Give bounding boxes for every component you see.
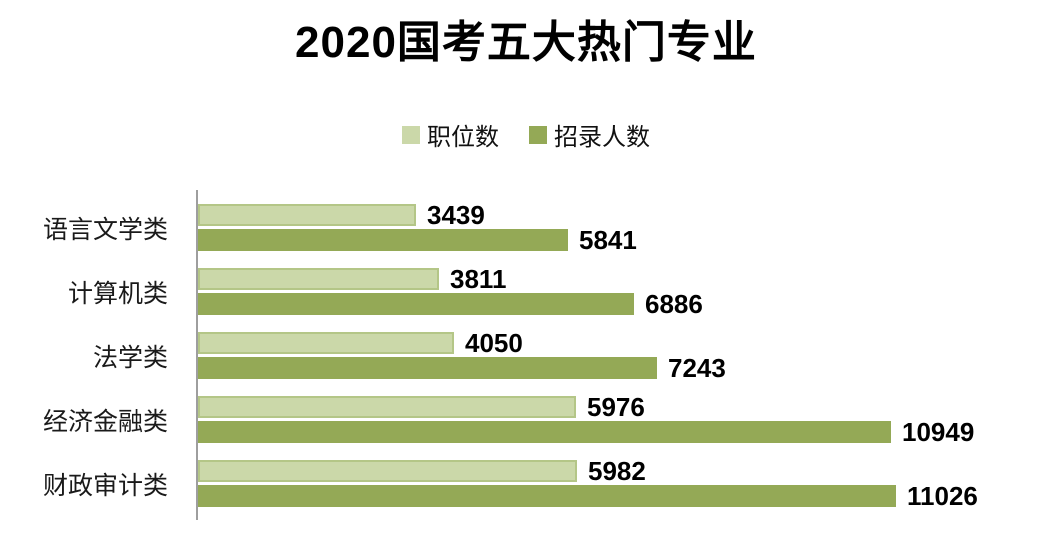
category-row: 经济金融类 5976 10949 — [43, 392, 1052, 448]
bar-line: 6886 — [198, 289, 1052, 320]
legend-label-positions: 职位数 — [427, 124, 499, 152]
bar-value-label: 3811 — [450, 264, 507, 295]
bar-value-label: 7243 — [668, 353, 726, 384]
legend: 职位数 招录人数 — [0, 117, 1052, 152]
bar-recruits — [198, 421, 891, 444]
bar-line: 5982 — [198, 456, 1052, 487]
bar-line: 5976 — [198, 392, 1052, 423]
category-row: 计算机类 3811 6886 — [68, 264, 1052, 320]
bar-line: 11026 — [198, 481, 1052, 512]
legend-item-positions: 职位数 — [402, 117, 499, 152]
legend-item-recruits: 招录人数 — [529, 117, 650, 152]
bar-recruits — [198, 357, 657, 380]
bar-positions — [198, 204, 416, 227]
legend-swatch-recruits-icon — [529, 125, 547, 144]
bar-positions — [198, 460, 577, 483]
bar-value-label: 10949 — [902, 417, 975, 448]
bar-recruits — [198, 229, 568, 252]
bar-line: 10949 — [198, 417, 1052, 448]
bar-positions — [198, 268, 439, 291]
bar-line: 5841 — [198, 225, 1052, 256]
bar-value-label: 5982 — [588, 456, 646, 487]
bar-positions — [198, 332, 454, 355]
chart-title: 2020国考五大热门专业 — [295, 18, 757, 67]
bar-pair: 4050 7243 — [198, 328, 1052, 384]
bar-pair: 3439 5841 — [198, 200, 1052, 256]
category-label: 财政审计类 — [42, 471, 168, 500]
bar-recruits — [198, 485, 896, 508]
category-label: 计算机类 — [67, 279, 168, 308]
category-label: 语言文学类 — [42, 215, 168, 244]
bar-line: 7243 — [198, 353, 1052, 384]
bar-value-label: 5841 — [579, 225, 637, 256]
bar-value-label: 6886 — [645, 289, 703, 320]
category-row: 法学类 4050 7243 — [93, 328, 1052, 384]
category-label: 法学类 — [92, 343, 168, 372]
category-row: 语言文学类 3439 5841 — [43, 200, 1052, 256]
bars-area: 语言文学类 3439 5841 计算机类 3811 6886 法学类 4050 7243 经济金融… — [43, 190, 1052, 521]
bar-line: 3439 — [198, 200, 1052, 231]
bar-value-label: 4050 — [465, 328, 523, 359]
bar-value-label: 11026 — [907, 481, 978, 512]
bar-pair: 5982 11026 — [198, 456, 1052, 512]
bar-positions — [198, 396, 576, 419]
bar-value-label: 5976 — [587, 392, 645, 423]
bar-recruits — [198, 293, 634, 316]
bar-pair: 3811 6886 — [198, 264, 1052, 320]
legend-label-recruits: 招录人数 — [554, 124, 650, 152]
category-row: 财政审计类 5982 11026 — [43, 456, 1052, 512]
bar-value-label: 3439 — [427, 200, 485, 231]
category-label: 经济金融类 — [42, 407, 168, 436]
bar-line: 4050 — [198, 328, 1052, 359]
bar-pair: 5976 10949 — [198, 392, 1052, 448]
bar-line: 3811 — [198, 264, 1052, 295]
legend-swatch-positions-icon — [402, 125, 420, 144]
plot-area: 语言文学类 3439 5841 计算机类 3811 6886 法学类 4050 7243 经济金融… — [0, 190, 1052, 521]
